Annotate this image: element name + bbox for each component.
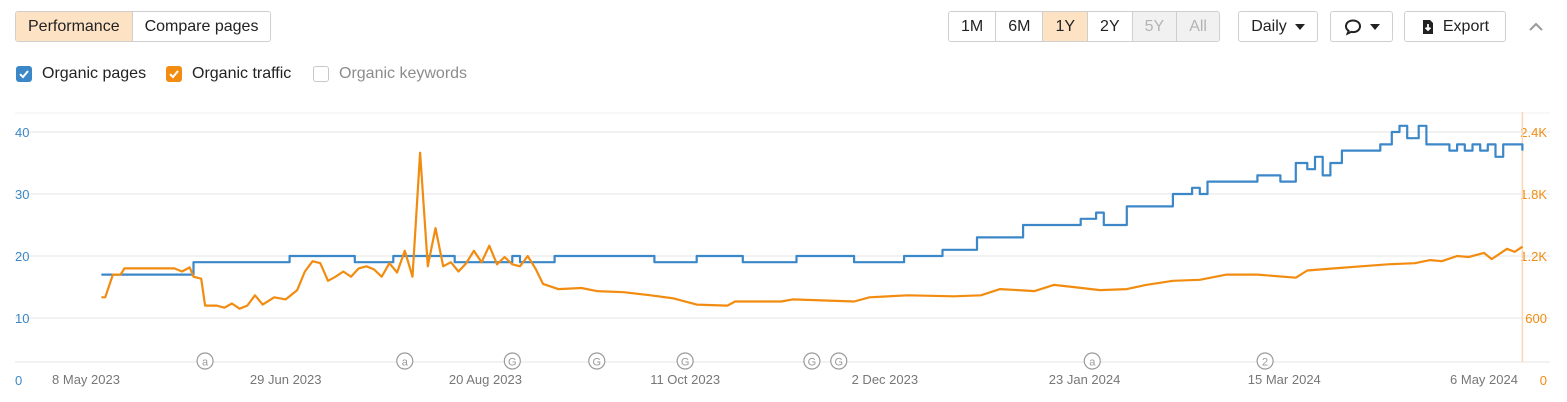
annotation-marker: G [803, 352, 821, 370]
annotation-circle [830, 352, 848, 370]
annotation-label: 2 [1262, 357, 1268, 369]
left-axis-tick-label: 40 [15, 125, 29, 140]
annotation-marker: a [1083, 352, 1101, 370]
tab-performance[interactable]: Performance [16, 12, 133, 41]
x-axis-tick-label: 2 Dec 2023 [852, 372, 919, 387]
annotation-marker: G [830, 352, 848, 370]
annotations-dropdown[interactable] [1330, 11, 1393, 42]
download-icon [1422, 19, 1433, 34]
annotation-marker: G [588, 352, 606, 370]
annotation-circle [503, 352, 521, 370]
chevron-down-icon [1369, 23, 1380, 30]
x-axis-tick-label: 23 Jan 2024 [1049, 372, 1121, 387]
checkbox-unchecked-icon [313, 66, 329, 82]
annotation-circle [803, 352, 821, 370]
checkbox-checked-icon [166, 66, 182, 82]
export-button[interactable]: Export [1404, 11, 1506, 42]
legend-organic-traffic[interactable]: Organic traffic [166, 63, 291, 85]
annotation-marker: 2 [1256, 352, 1274, 370]
legend-label: Organic pages [42, 65, 147, 82]
range-2y[interactable]: 2Y [1088, 12, 1133, 41]
x-axis-tick-label: 15 Mar 2024 [1248, 372, 1321, 387]
annotation-circle [676, 352, 694, 370]
annotation-marker: G [503, 352, 521, 370]
annotation-circle [196, 352, 214, 370]
series-organic-pages [101, 124, 1524, 276]
range-5y: 5Y [1132, 12, 1178, 41]
tab-compare-pages[interactable]: Compare pages [144, 18, 259, 35]
annotation-circle [396, 352, 414, 370]
view-tabs: Performance Compare pages [15, 11, 272, 42]
left-axis-tick-label: 20 [15, 249, 29, 264]
annotation-label: a [402, 357, 409, 369]
annotation-label: a [202, 357, 209, 369]
legend-organic-pages[interactable]: Organic pages [16, 63, 146, 85]
export-label: Export [1442, 17, 1490, 35]
series-line [101, 151, 1524, 310]
interval-dropdown[interactable]: Daily [1238, 11, 1318, 42]
x-axis-tick-label: 20 Aug 2023 [449, 372, 522, 387]
range-all: All [1177, 12, 1219, 41]
x-axis-tick-label: 11 Oct 2023 [650, 372, 720, 387]
annotation-circle [588, 352, 606, 370]
annotation-label: a [1089, 357, 1096, 369]
left-axis-tick-label: 0 [15, 373, 22, 388]
range-1m[interactable]: 1M [949, 12, 997, 41]
annotation-circle [1083, 352, 1101, 370]
right-axis-tick-label: 1.2K [1520, 249, 1547, 264]
range-1y[interactable]: 1Y [1043, 12, 1089, 41]
legend-label: Organic traffic [192, 65, 292, 82]
chevron-down-icon [1294, 23, 1305, 30]
annotation-label: G [834, 357, 843, 369]
left-axis-tick-label: 30 [15, 187, 29, 202]
annotation-label: G [808, 357, 817, 369]
x-axis-tick-label: 8 May 2023 [52, 372, 120, 387]
collapse-chart-button[interactable] [1524, 14, 1548, 38]
interval-label: Daily [1251, 17, 1287, 35]
right-axis-tick-label: 2.4K [1520, 125, 1547, 140]
checkbox-checked-icon [16, 66, 32, 82]
x-axis-tick-label: 29 Jun 2023 [250, 372, 322, 387]
right-axis-tick-label: 600 [1525, 311, 1547, 326]
left-axis-tick-label: 10 [15, 311, 29, 326]
performance-chart: 0 10 20 30 40 0 600 1.2K 1.8K 2.4K 8 May 2023 29 Ju… [15, 112, 1550, 388]
series-line [101, 124, 1524, 276]
x-axis-tick-label: 6 May 2024 [1450, 372, 1518, 387]
right-axis-tick-label: 0 [1540, 373, 1547, 388]
annotation-circle [1256, 352, 1274, 370]
right-axis-tick-label: 1.8K [1520, 187, 1547, 202]
legend-organic-keywords[interactable]: Organic keywords [313, 63, 467, 85]
annotation-marker: a [196, 352, 214, 370]
annotation-marker: G [676, 352, 694, 370]
annotation-label: G [681, 357, 690, 369]
annotation-marker: a [396, 352, 414, 370]
series-organic-traffic [101, 151, 1524, 310]
legend-label: Organic keywords [339, 65, 468, 82]
annotation-label: G [593, 357, 602, 369]
chart-toolbar: Performance Compare pages 1M 6M 1Y 2Y 5Y… [0, 0, 1567, 52]
annotation-label: G [508, 357, 517, 369]
date-range-selector: 1M 6M 1Y 2Y 5Y All [948, 11, 1220, 42]
range-6m[interactable]: 6M [996, 12, 1044, 41]
comment-icon [1344, 18, 1361, 36]
chevron-up-icon [1529, 22, 1543, 31]
